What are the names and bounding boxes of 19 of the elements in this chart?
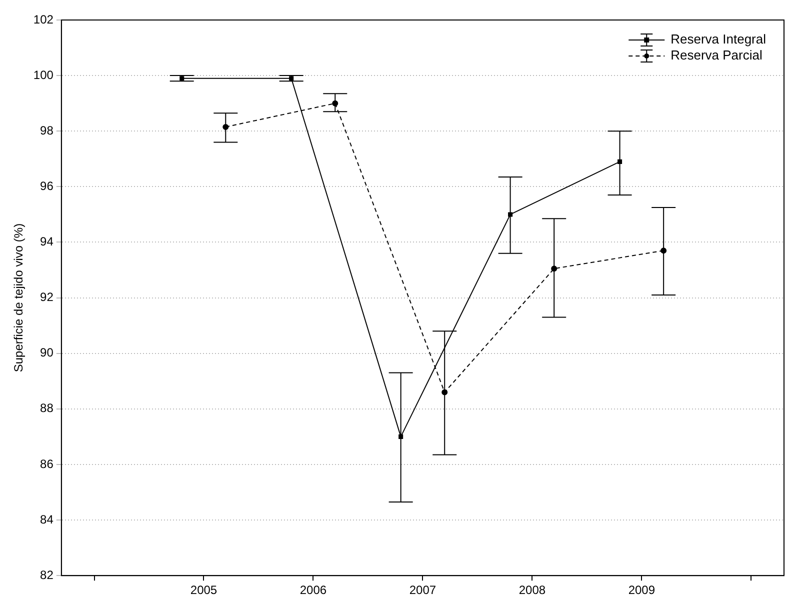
y-tick-label: 102	[33, 12, 54, 26]
y-tick-label: 94	[40, 234, 54, 249]
x-tick-label: 2008	[518, 583, 546, 598]
y-tick-label: 82	[40, 568, 54, 582]
y-tick-label: 90	[40, 346, 54, 360]
x-tick-label: 2005	[190, 583, 218, 598]
legend-label: Reserva Integral	[670, 32, 766, 47]
x-tick-label: 2006	[300, 583, 327, 598]
x-tick-label: 2009	[628, 583, 656, 598]
y-tick-label: 100	[33, 68, 54, 82]
y-tick-label: 86	[40, 456, 54, 471]
legend-label: Reserva Parcial	[670, 48, 762, 63]
y-tick-label: 98	[40, 123, 54, 138]
y-tick-label: 88	[40, 401, 54, 416]
y-tick-label: 84	[40, 512, 54, 526]
y-tick-label: 92	[40, 290, 54, 304]
y-axis-title: Superficie de tejido vivo (%)	[12, 223, 26, 372]
x-tick-label: 2007	[409, 583, 436, 598]
y-tick-label: 96	[40, 178, 54, 193]
